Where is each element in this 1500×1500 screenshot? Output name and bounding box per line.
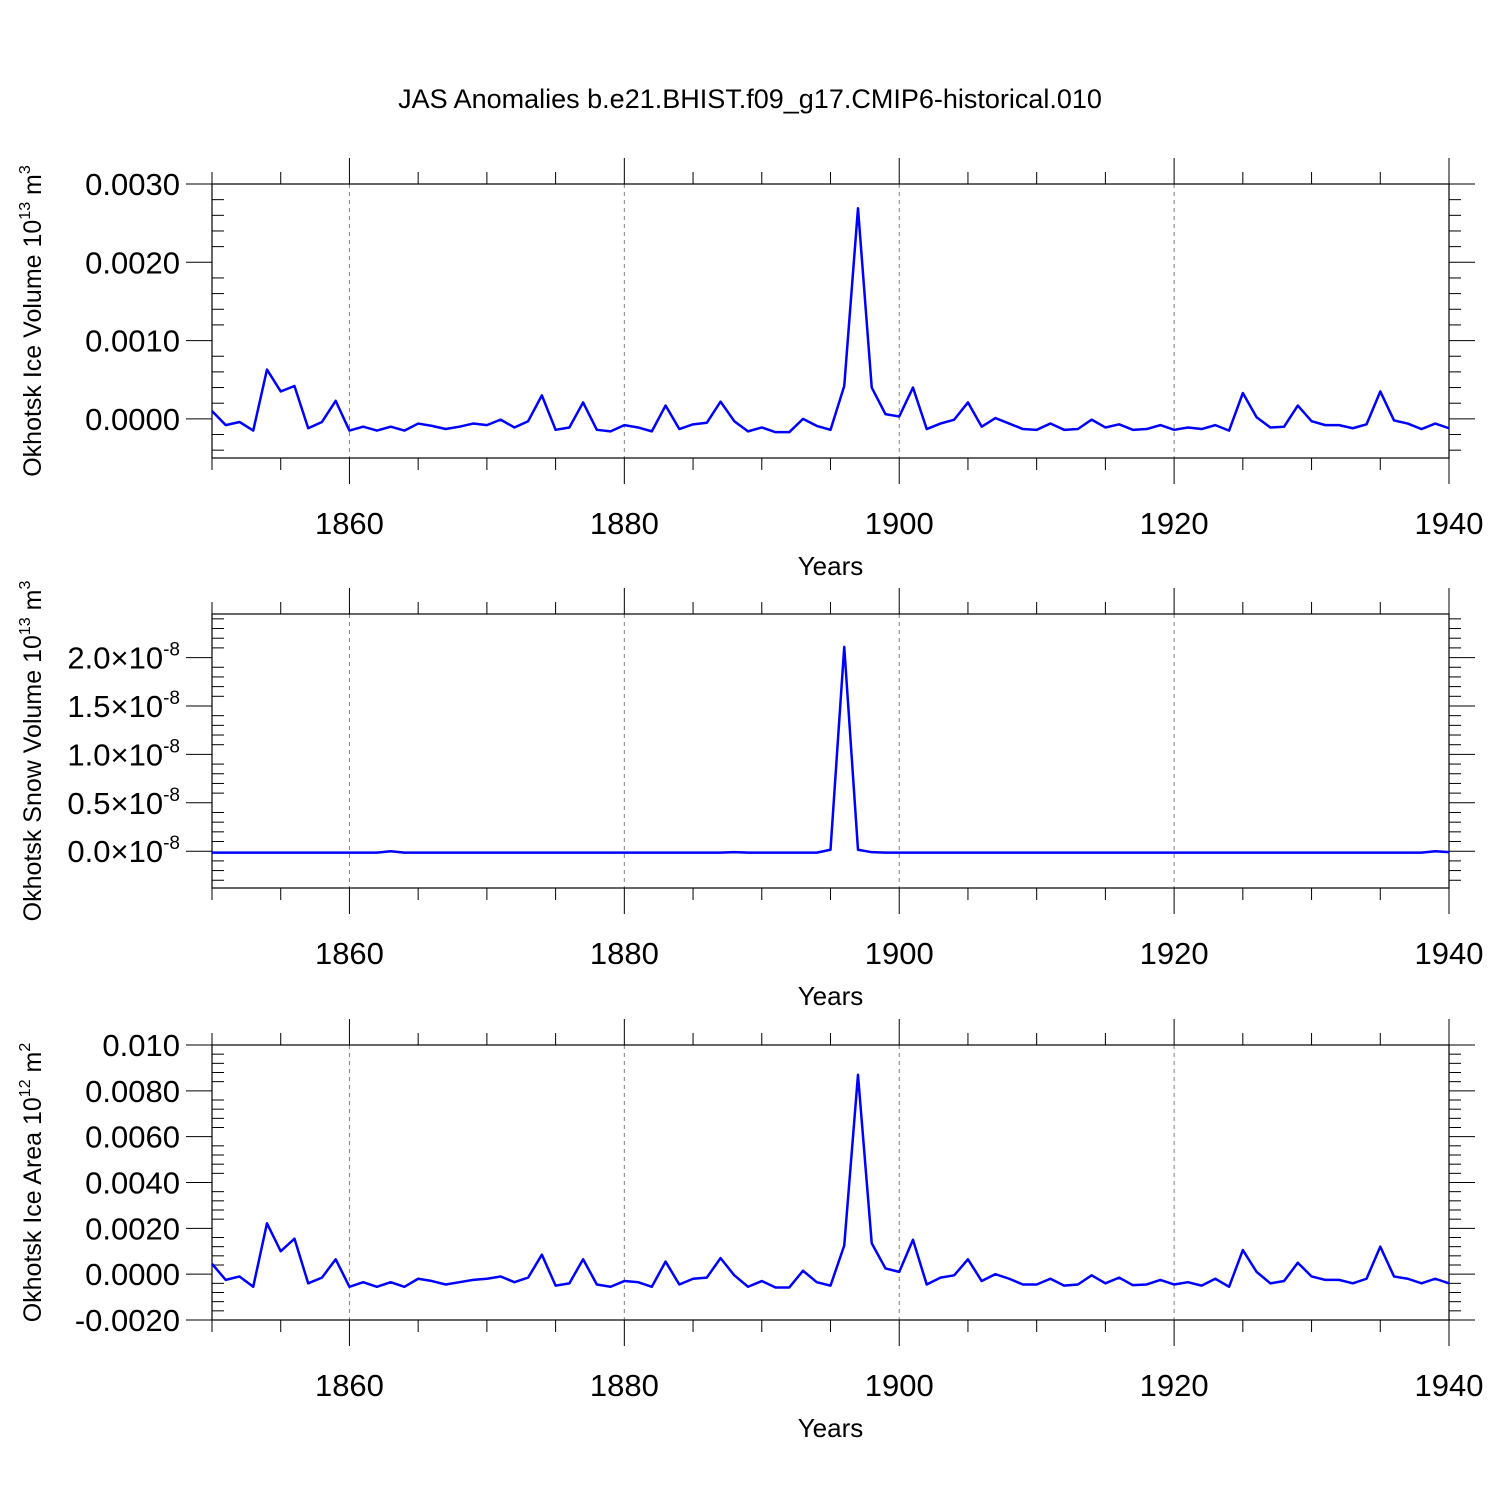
y-tick-exponent: -8 — [163, 833, 180, 854]
y-axis-label-unit-exponent: 3 — [17, 581, 34, 590]
data-series-line — [212, 645, 1450, 854]
panel-ice-area: -0.0020 0.0000 0.0020 0.0040 0.0060 0.0080 0.0… — [17, 1019, 1483, 1443]
x-tick-label: 1860 — [315, 1368, 384, 1403]
y-axis-label-exponent: 13 — [17, 617, 34, 635]
y-tick-mantissa: 0.0×10 — [67, 834, 163, 869]
y-tick-label: 0.0000 — [85, 402, 180, 437]
y-axis-label: Okhotsk Snow Volume 1013 m3 — [17, 581, 47, 922]
y-tick-mantissa: 1.5×10 — [67, 689, 163, 724]
x-axis-label: Years — [798, 1413, 864, 1443]
y-axis-label-unit: m — [19, 590, 47, 618]
y-tick-label: -0.0020 — [75, 1303, 180, 1338]
y-tick-label: 0.5×10-8 — [67, 785, 180, 821]
y-tick-label: 0.0020 — [85, 245, 180, 280]
y-axis-label-unit: m — [19, 1052, 47, 1080]
x-tick-label: 1880 — [590, 1368, 659, 1403]
y-tick-exponent: -8 — [163, 688, 180, 709]
figure-title: JAS Anomalies b.e21.BHIST.f09_g17.CMIP6-… — [398, 84, 1102, 114]
x-tick-label: 1940 — [1415, 506, 1484, 541]
x-tick-label: 1860 — [315, 936, 384, 971]
x-tick-label: 1940 — [1415, 936, 1484, 971]
y-axis-label-text: Okhotsk Ice Area 10 — [19, 1097, 47, 1322]
y-axis-label-text: Okhotsk Ice Volume 10 — [19, 220, 47, 477]
x-tick-label: 1920 — [1140, 936, 1209, 971]
x-tick-label: 1900 — [865, 506, 934, 541]
x-tick-label: 1880 — [590, 506, 659, 541]
plot-frame — [211, 183, 1450, 459]
x-axis-label: Years — [798, 981, 864, 1011]
y-axis-label-unit: m — [19, 174, 47, 202]
y-axis-label-exponent: 13 — [17, 202, 34, 220]
y-axis-label-text: Okhotsk Snow Volume 10 — [19, 635, 47, 921]
y-tick-label: 0.0000 — [85, 1257, 180, 1292]
panel-snow-volume: 0.0×10-80.5×10-81.0×10-81.5×10-82.0×10-8… — [17, 581, 1483, 1011]
y-tick-label: 0.0020 — [85, 1211, 180, 1246]
data-series-line — [211, 1073, 1450, 1289]
y-tick-exponent: -8 — [163, 736, 180, 757]
y-tick-mantissa: 2.0×10 — [67, 641, 163, 676]
panel-ice-volume: 0.0000 0.0010 0.0020 0.0030 1860 1880 1900 1920… — [17, 158, 1483, 581]
y-tick-label: 1.5×10-8 — [67, 688, 180, 724]
y-tick-label: 0.010 — [102, 1028, 180, 1063]
y-axis-label-exponent: 12 — [17, 1079, 34, 1097]
y-tick-label: 0.0040 — [85, 1166, 180, 1201]
y-axis-label: Okhotsk Ice Area 1012 m2 — [17, 1043, 47, 1323]
y-tick-label: 2.0×10-8 — [67, 640, 180, 676]
y-tick-label: 0.0080 — [85, 1074, 180, 1109]
y-tick-label: 0.0×10-8 — [67, 833, 180, 869]
y-axis-label-unit-exponent: 3 — [17, 165, 34, 174]
x-tick-label: 1920 — [1140, 506, 1209, 541]
x-tick-label: 1900 — [865, 1368, 934, 1403]
y-tick-label: 0.0030 — [85, 167, 180, 202]
y-tick-mantissa: 0.5×10 — [67, 786, 163, 821]
data-series-line — [211, 207, 1450, 434]
y-tick-exponent: -8 — [163, 785, 180, 806]
x-tick-label: 1860 — [315, 506, 384, 541]
y-tick-mantissa: 1.0×10 — [67, 737, 163, 772]
y-tick-exponent: -8 — [163, 640, 180, 661]
x-tick-label: 1900 — [865, 936, 934, 971]
y-axis-label-unit-exponent: 2 — [17, 1043, 34, 1052]
y-tick-label: 0.0010 — [85, 324, 180, 359]
x-tick-label: 1920 — [1140, 1368, 1209, 1403]
x-tick-label: 1940 — [1415, 1368, 1484, 1403]
x-tick-label: 1880 — [590, 936, 659, 971]
y-axis-label: Okhotsk Ice Volume 1013 m3 — [17, 165, 47, 477]
x-axis-label: Years — [798, 551, 864, 581]
y-tick-label: 1.0×10-8 — [67, 736, 180, 772]
y-tick-label: 0.0060 — [85, 1120, 180, 1155]
